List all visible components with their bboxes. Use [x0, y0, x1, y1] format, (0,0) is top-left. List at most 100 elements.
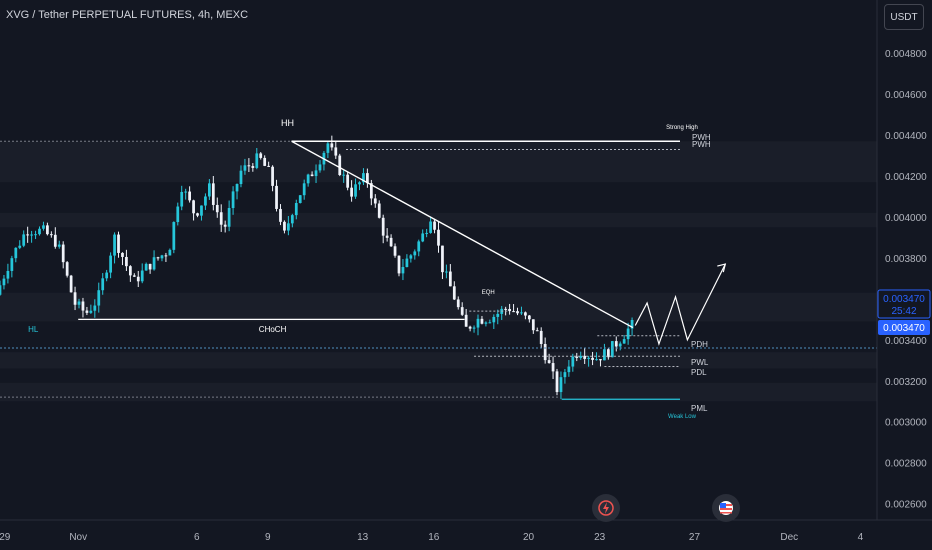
candle-body	[132, 275, 136, 277]
candle-body	[306, 174, 310, 184]
candle-body	[247, 165, 251, 167]
flag-icon[interactable]	[712, 494, 740, 522]
candle-body	[18, 245, 22, 248]
x-tick-label: 27	[689, 532, 701, 543]
candle-body	[405, 258, 409, 267]
candle-body	[618, 343, 622, 347]
candle-body	[93, 305, 97, 311]
candle-body	[508, 308, 511, 312]
candle-body	[575, 356, 579, 358]
candle-body	[610, 341, 614, 358]
candle-body	[239, 170, 243, 185]
candle-body	[97, 290, 101, 306]
candle-body	[26, 234, 30, 236]
candle-body	[445, 271, 448, 273]
candle-body	[298, 195, 302, 204]
last-price-tag: 0.003470	[883, 323, 925, 334]
candle-body	[543, 343, 547, 361]
y-tick-label: 0.002600	[885, 500, 927, 511]
candle-body	[140, 270, 144, 282]
candle-body	[516, 311, 519, 314]
price-axis-bg[interactable]	[877, 0, 932, 520]
candle-body	[259, 153, 263, 158]
x-tick-label: 29	[0, 532, 11, 543]
pdl-label: PDL	[691, 368, 707, 377]
candle-body	[377, 203, 381, 218]
pml-label: PML	[691, 404, 708, 413]
time-axis-bg[interactable]	[0, 520, 932, 550]
candle-body	[271, 166, 274, 186]
candle-body	[287, 223, 290, 231]
last-price-label: 0.003470 25:42 0.003470	[877, 289, 931, 335]
candle-body	[626, 328, 630, 340]
candle-body	[397, 255, 401, 274]
x-tick-label: 20	[523, 532, 535, 543]
candle-body	[512, 311, 515, 313]
candle-body	[49, 234, 53, 236]
last-price-text: 0.003470	[883, 294, 925, 305]
candle-body	[152, 257, 156, 270]
pwh-label-2: PWH	[692, 140, 711, 149]
candle-body	[188, 191, 191, 201]
candle-body	[531, 319, 535, 331]
candle-body	[302, 183, 306, 196]
candle-body	[583, 355, 587, 359]
choch-label: CHoCH	[259, 325, 287, 334]
candle-body	[587, 357, 590, 359]
candle-body	[334, 147, 338, 156]
y-tick-label: 0.003000	[885, 418, 927, 429]
candle-body	[373, 198, 377, 204]
candle-body	[539, 330, 543, 344]
currency-button[interactable]: USDT	[884, 4, 924, 30]
candle-body	[362, 173, 365, 183]
candle-body	[559, 377, 563, 393]
candle-body	[255, 153, 259, 168]
candle-body	[38, 228, 41, 235]
candle-body	[200, 205, 203, 216]
projection-arrowhead	[717, 263, 727, 273]
y-tick-label: 0.004400	[885, 131, 927, 142]
lightning-icon[interactable]	[592, 494, 620, 522]
candle-body	[77, 301, 81, 305]
candle-body	[318, 164, 322, 171]
candle-body	[358, 182, 361, 185]
candle-body	[192, 200, 195, 214]
candle-body	[496, 313, 500, 317]
candle-body	[113, 234, 116, 256]
x-tick-label: 4	[858, 532, 864, 543]
zone-band	[0, 212, 877, 228]
candle-body	[160, 255, 164, 259]
y-tick-label: 0.004600	[885, 90, 927, 101]
candle-body	[452, 286, 456, 300]
candle-body	[125, 256, 128, 267]
time-axis[interactable]: 29 Nov 6 9 13 16 20 23 27 Dec 4	[0, 532, 864, 543]
y-tick-label: 0.002800	[885, 459, 927, 470]
candle-body	[85, 310, 89, 313]
candle-body	[46, 225, 49, 235]
candle-body	[614, 341, 618, 347]
candle-body	[156, 257, 160, 259]
candle-body	[630, 319, 634, 329]
zone-band	[0, 352, 877, 369]
candle-body	[101, 278, 105, 291]
candle-body	[34, 234, 37, 236]
candle-body	[441, 245, 444, 273]
candle-body	[215, 204, 219, 213]
candle-body	[603, 349, 606, 361]
candle-body	[381, 217, 385, 236]
candle-body	[409, 255, 413, 259]
bar-countdown: 25:42	[891, 306, 916, 317]
candle-body	[65, 262, 69, 276]
candle-body	[10, 258, 14, 271]
x-tick-label: Dec	[780, 532, 798, 543]
weak-low-label: Weak Low	[668, 414, 697, 420]
candle-body	[73, 292, 77, 305]
candle-body	[2, 278, 6, 286]
candle-body	[476, 318, 480, 328]
candle-body	[105, 272, 109, 279]
zone-band	[0, 141, 877, 183]
pwh-label: PWH	[692, 133, 711, 142]
candle-body	[136, 276, 140, 282]
